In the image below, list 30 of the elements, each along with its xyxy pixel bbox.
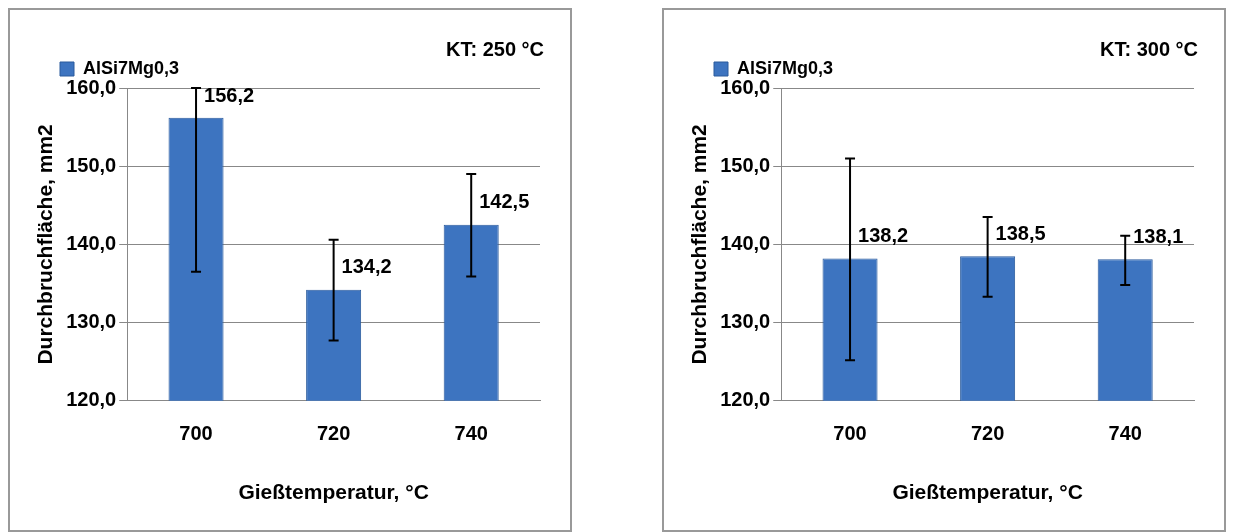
text: KT: 250 °C [445,38,544,61]
y-tick-label: 160,0 [720,75,771,98]
data-label: 156,2 [204,83,255,106]
x-axis-title: Gießtemperatur, °C [892,480,1083,504]
x-tick-label: 700 [833,422,867,445]
y-tick-label: 140,0 [720,231,771,254]
data-label: 138,5 [995,221,1046,244]
y-tick-label: 130,0 [720,310,771,333]
x-tick-label: 700 [179,422,213,445]
x-tick-label: 720 [316,422,351,445]
x-axis-title: Gießtemperatur, °C [238,480,429,504]
y-tick-label: 140,0 [66,231,117,254]
x-tick-label: 720 [970,422,1005,445]
x-tick-label: 740 [1108,422,1142,445]
legend-label: AlSi7Mg0,3 [83,57,180,78]
y-tick-label: 150,0 [720,153,771,176]
y-tick-label: 120,0 [720,388,771,411]
data-label: 134,2 [341,255,392,278]
data-label: 142,5 [479,190,530,213]
y-tick-label: 150,0 [66,153,117,176]
x-tick-label: 740 [454,422,488,445]
y-tick-label: 160,0 [66,75,117,98]
text: KT: 300 °C [1099,38,1198,61]
y-tick-label: 120,0 [66,388,117,411]
y-axis-title: Durchbruchfläche, mm2 [687,124,711,365]
legend-label: AlSi7Mg0,3 [737,57,834,78]
data-label: 138,2 [858,223,909,246]
y-axis-title: Durchbruchfläche, mm2 [33,124,57,365]
data-label: 138,1 [1133,224,1184,247]
y-tick-label: 130,0 [66,310,117,333]
